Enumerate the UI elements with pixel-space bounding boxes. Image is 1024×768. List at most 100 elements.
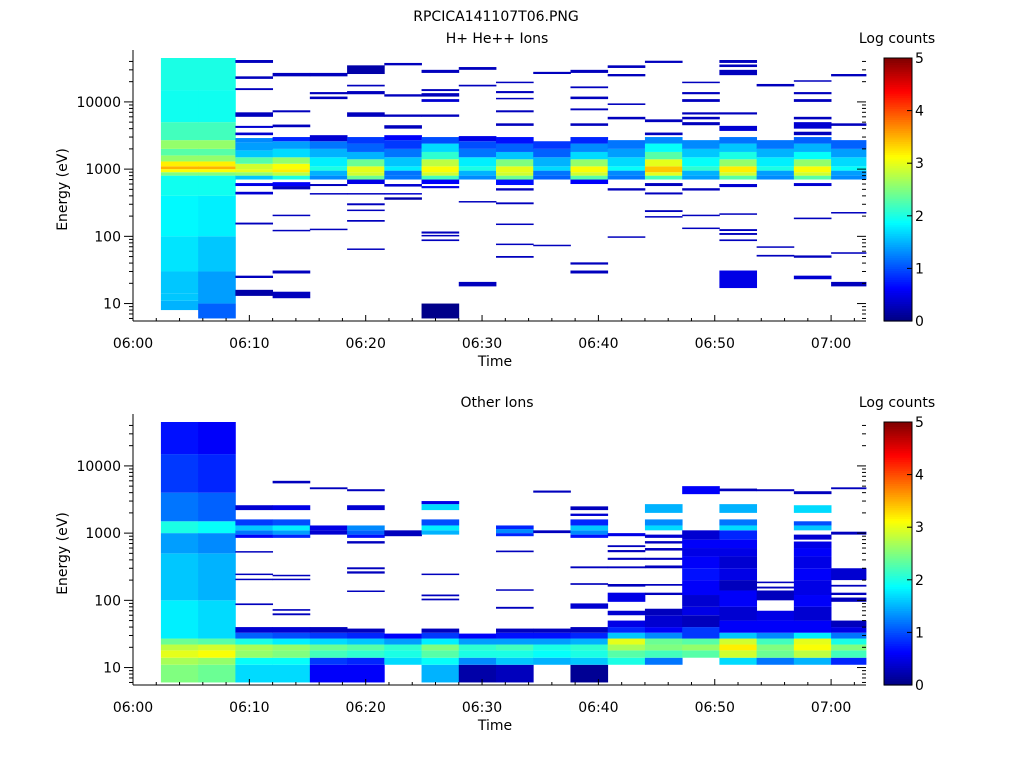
heatmap-cell [458,170,497,176]
colorbar-swatch [884,58,912,61]
heatmap-cell [384,114,422,117]
heatmap-cell [570,525,609,531]
colorbar-swatch [884,231,912,234]
colorbar-swatch [884,592,912,596]
heatmap-cell [756,157,795,167]
colorbar-swatch [884,465,912,469]
heatmap-cell [160,271,199,294]
heatmap-cell [198,169,236,173]
heatmap-cell [347,159,385,167]
panel-title: Other Ions [460,395,533,411]
heatmap-cell [309,627,348,633]
heatmap-cell [644,632,683,639]
colorbar-swatch [884,432,912,436]
colorbar-swatch [884,242,912,245]
colorbar-swatch [884,101,912,105]
heatmap-cell [793,657,832,665]
x-tick-label: 06:30 [462,700,502,716]
heatmap-cell [347,143,385,152]
heatmap-cell [235,289,274,296]
heatmap-cell [421,525,460,531]
heatmap-cell [644,548,683,551]
heatmap-cell [198,166,236,170]
heatmap-cell [682,595,720,607]
heatmap-cell [235,183,274,187]
colorbar-swatch [884,632,912,636]
colorbar-swatch [884,143,912,147]
heatmap-cell [235,638,274,645]
y-ticks: 10 100 1000 10000 [76,60,866,319]
heatmap-cell [496,533,534,537]
colorbar-swatch [884,292,912,296]
heatmap-cell [272,124,311,128]
heatmap-cell [347,84,385,87]
colorbar-swatch [884,141,912,145]
colorbar-swatch [884,117,912,120]
heatmap-cell [570,519,609,526]
heatmap-cell [533,638,571,645]
heatmap-cell [644,644,683,651]
colorbar-swatch [884,176,912,180]
heatmap-cell [160,169,199,173]
heatmap-cell [831,531,867,535]
colorbar-swatch [884,571,912,574]
heatmap-cell [198,148,236,156]
heatmap-cell [160,161,199,167]
heatmap-cell [384,148,422,158]
heatmap-cell [831,638,867,645]
heatmap-cell [198,492,236,522]
colorbar-frame [883,421,913,686]
heatmap-cell [309,170,348,176]
heatmap-cell [793,534,832,540]
colorbar-swatch [884,581,912,585]
heatmap-cell [756,83,795,87]
colorbar-swatch [884,562,912,566]
heatmap-cell [384,644,422,651]
x-tick-label: 06:40 [578,336,618,352]
colorbar-swatch [884,95,912,99]
heatmap-cell [607,236,646,238]
heatmap-cell [160,650,199,658]
heatmap-cell [682,188,720,191]
heatmap-cell [421,644,460,651]
heatmap-cell [533,170,571,176]
heatmap-cell [458,650,497,658]
colorbar-tick-label: 1 [915,261,924,277]
colorbar-swatch [884,88,912,92]
heatmap-cell [235,505,274,511]
heatmap-cell [496,650,534,658]
heatmap-cell [235,191,274,195]
colorbar-swatch [884,274,912,278]
colorbar-swatch [884,237,912,241]
heatmap-cell [533,628,571,633]
heatmap-cell [421,231,460,234]
heatmap-cell [793,172,832,176]
heatmap-cell [644,534,683,538]
heatmap-cell [570,664,609,683]
colorbar-swatch [884,224,912,228]
heatmap-cell [235,519,274,526]
heatmap-cell [160,521,199,534]
colorbar-tick-label: 2 [915,209,924,225]
heatmap-cell [272,578,311,581]
heatmap-cell [644,216,683,218]
colorbar-tick-label: 2 [915,573,924,589]
colorbar-label: Log counts [859,395,935,411]
colorbar-swatch [884,472,912,476]
heatmap-cell [235,534,274,538]
colorbar-swatch [884,566,912,570]
x-axis-label: Time [477,718,512,734]
heatmap-cell [570,108,609,111]
heatmap-cell [272,650,311,658]
colorbar-swatch [884,305,912,309]
heatmap-cell [272,525,311,531]
heatmap-cell [421,99,460,102]
heatmap-cell [831,644,867,651]
colorbar-swatch [884,71,912,74]
colorbar-label: Log counts [859,31,935,47]
heatmap-cell [496,188,534,191]
heatmap-cell [719,60,758,63]
heatmap-cell [570,69,609,73]
heatmap-cell [347,137,385,144]
colorbar-swatch [884,647,912,651]
